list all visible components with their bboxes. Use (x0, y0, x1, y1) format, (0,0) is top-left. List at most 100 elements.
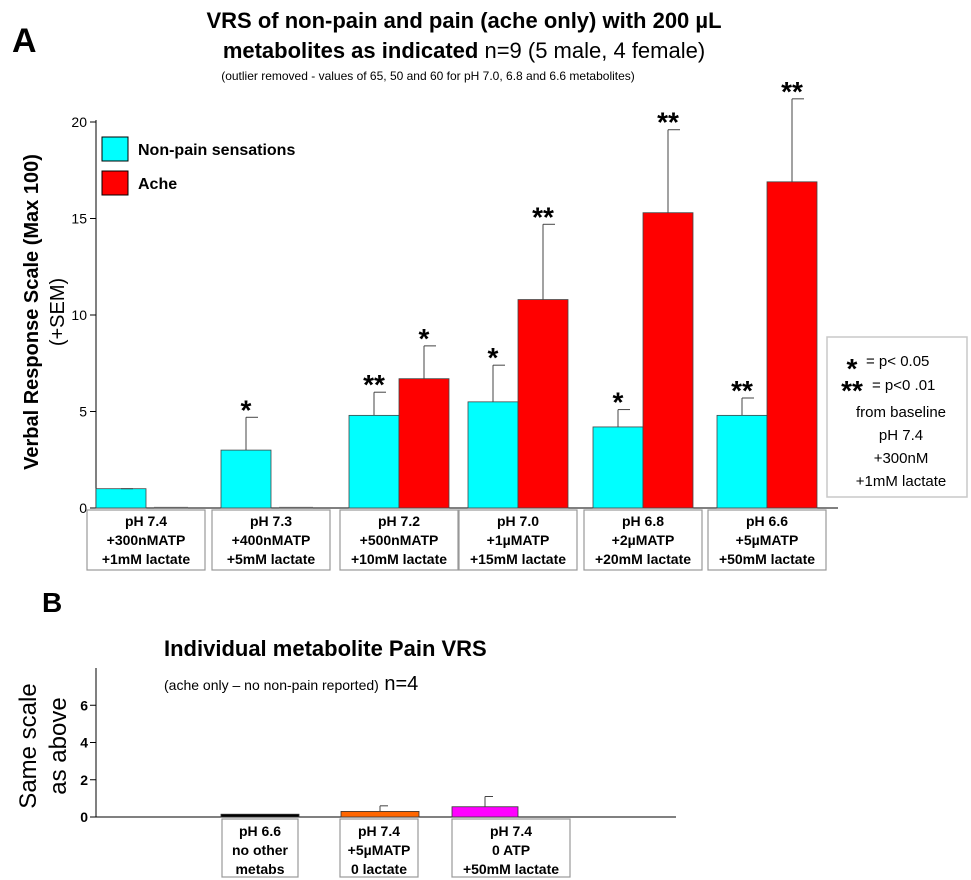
panel-a-ylabel: Verbal Response Scale (Max 100) (21, 154, 43, 470)
y-tick-label-a: 10 (71, 307, 87, 323)
category-label-line: +50mM lactate (463, 861, 559, 877)
category-label-line: no other (232, 842, 289, 858)
category-label-line: pH 7.0 (497, 513, 539, 529)
panel-a-title-bold: metabolites as indicated (223, 38, 479, 63)
category-label-line: +50mM lactate (719, 551, 815, 567)
bar-ache (642, 212, 694, 509)
bar-ache (766, 181, 818, 509)
y-tick-label-a: 0 (79, 500, 87, 516)
y-tick-label-a: 20 (71, 114, 87, 130)
panel-b-label: B (42, 587, 62, 618)
panel-b-subtitle-small: (ache only – no non-pain reported) (164, 677, 379, 693)
category-label-line: +15mM lactate (470, 551, 566, 567)
bar-non-pain (467, 401, 519, 509)
legend-label-ache: Ache (138, 176, 177, 193)
category-label-line: 0 lactate (351, 861, 407, 877)
category-label-line: +400nMATP (232, 532, 311, 548)
category-label-box (221, 818, 299, 878)
category-label-box (451, 818, 571, 878)
key-note-3: +300nM (874, 450, 929, 467)
significance-marker: ** (657, 107, 679, 138)
bar-non-pain (348, 414, 400, 509)
category-label-line: +1mM lactate (102, 551, 191, 567)
category-label-line: +5µMATP (348, 842, 411, 858)
category-label-line: +300nMATP (107, 532, 186, 548)
panel-a-plot: 0 5 10 15 20 pH 7.4 +300nMATP +1mM lactate * pH 7… (71, 76, 838, 571)
key-note-1: from baseline (856, 404, 946, 421)
panel-a-subtitle: (outlier removed - values of 65, 50 and … (221, 69, 635, 83)
significance-marker: * (613, 387, 624, 418)
category-label-line: pH 6.8 (622, 513, 664, 529)
significance-marker: ** (781, 76, 803, 107)
category-label-line: +1µMATP (487, 532, 550, 548)
panel-a-legend: Non-pain sensations Ache (101, 136, 295, 196)
category-label-box (211, 509, 331, 571)
significance-marker: ** (532, 201, 554, 232)
category-label-box (458, 509, 578, 571)
significance-marker: ** (731, 375, 753, 406)
y-tick-label-b: 4 (80, 735, 88, 751)
bar-metabolite (220, 813, 300, 818)
category-label-line: +10mM lactate (351, 551, 447, 567)
bar-non-pain (95, 488, 147, 509)
key-double-text: = p<0 .01 (872, 377, 935, 394)
category-label-line: +500nMATP (360, 532, 439, 548)
category-label-box (339, 818, 419, 878)
category-label-line: +5µMATP (736, 532, 799, 548)
panel-b-ylabel-2: as above (45, 697, 72, 794)
bar-non-pain (592, 426, 644, 509)
panel-a-title-line2: metabolites as indicated n=9 (5 male, 4 … (223, 38, 705, 63)
legend-swatch-non-pain (101, 136, 129, 162)
y-tick-label-a: 5 (79, 404, 87, 420)
y-tick-label-b: 6 (80, 697, 88, 713)
significance-marker: * (241, 394, 252, 425)
panel-b-ylabel: Same scale (15, 683, 42, 808)
key-note-2: pH 7.4 (879, 427, 923, 444)
bar-metabolite (340, 811, 420, 818)
category-label-line: pH 7.2 (378, 513, 420, 529)
category-label-line: pH 7.4 (125, 513, 167, 529)
significance-key-box (826, 336, 968, 498)
category-label-line: pH 6.6 (746, 513, 788, 529)
key-single-text: = p< 0.05 (866, 353, 929, 370)
bar-ache (517, 299, 569, 509)
panel-b-title: Individual metabolite Pain VRS (164, 636, 487, 661)
category-label-line: +2µMATP (612, 532, 675, 548)
key-single-star: * (847, 353, 858, 384)
category-label-line: 0 ATP (492, 842, 530, 858)
bar-metabolite (451, 806, 519, 818)
panel-a-ylabel-sem: (+SEM) (47, 278, 69, 346)
category-label-line: pH 7.3 (250, 513, 292, 529)
legend-label-non-pain: Non-pain sensations (138, 142, 295, 159)
category-label-box (707, 509, 827, 571)
y-tick-label-b: 2 (80, 772, 88, 788)
panel-a-title-line1: VRS of non-pain and pain (ache only) wit… (206, 8, 721, 33)
panel-b-subtitle-n: n=4 (379, 673, 418, 695)
category-label-line: pH 6.6 (239, 823, 281, 839)
category-label-line: metabs (235, 861, 284, 877)
significance-marker: ** (363, 369, 385, 400)
y-tick-label-a: 15 (71, 211, 87, 227)
category-label-line: +20mM lactate (595, 551, 691, 567)
key-note-4: +1mM lactate (856, 473, 946, 490)
significance-key: * = p< 0.05 ** = p<0 .01 from baseline p… (826, 336, 968, 498)
category-label-line: +5mM lactate (227, 551, 316, 567)
category-label-box (86, 509, 206, 571)
significance-marker: * (488, 342, 499, 373)
category-label-line: pH 7.4 (358, 823, 400, 839)
legend-swatch-ache (101, 170, 129, 196)
category-label-box (583, 509, 703, 571)
key-double-star: ** (841, 375, 863, 406)
panel-b-subtitle: (ache only – no non-pain reported) n=4 (164, 673, 418, 695)
category-label-box (339, 509, 459, 571)
bar-non-pain (220, 449, 272, 509)
bar-ache (398, 378, 450, 509)
significance-marker: * (419, 323, 430, 354)
bar-non-pain (716, 414, 768, 509)
panel-a-label: A (12, 22, 37, 60)
category-label-line: pH 7.4 (490, 823, 532, 839)
panel-a-title-normal: n=9 (5 male, 4 female) (478, 38, 705, 63)
y-tick-label-b: 0 (80, 809, 88, 825)
panel-b-plot: 0 2 4 6 pH 6.6 no other metabs pH 7.4 +5µMATP 0 l… (80, 668, 676, 878)
